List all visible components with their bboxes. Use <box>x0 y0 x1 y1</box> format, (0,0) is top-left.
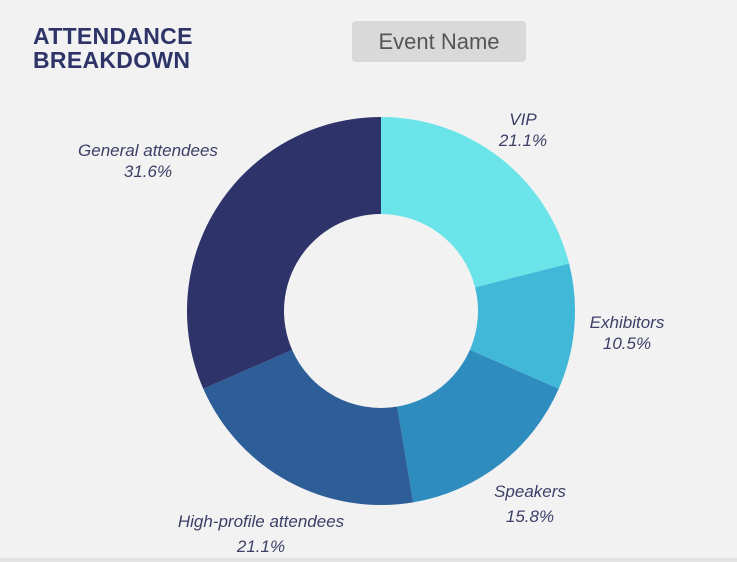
donut-slices <box>187 117 576 505</box>
slice-label-vip: VIP <box>509 110 537 129</box>
slice-label-exhibitors: Exhibitors <box>590 313 665 332</box>
slice-value-high-profile-attendees: 21.1% <box>236 537 285 556</box>
slice-value-speakers: 15.8% <box>506 507 554 526</box>
title-line-2: BREAKDOWN <box>33 47 191 73</box>
event-name-button[interactable]: Event Name <box>352 21 526 62</box>
slice-exhibitors[interactable] <box>469 263 576 389</box>
slice-value-exhibitors: 10.5% <box>603 334 651 353</box>
page-title: ATTENDANCE BREAKDOWN <box>33 24 193 72</box>
slice-high-profile-attendees[interactable] <box>203 349 414 505</box>
slice-value-general-attendees: 31.6% <box>124 162 172 181</box>
slice-label-general-attendees: General attendees <box>78 141 218 160</box>
bottom-divider <box>0 558 737 562</box>
title-line-1: ATTENDANCE <box>33 23 193 49</box>
slice-value-vip: 21.1% <box>498 131 547 150</box>
slice-label-speakers: Speakers <box>494 482 566 501</box>
slice-labels: VIP 21.1% Exhibitors 10.5% Speakers 15.8% High… <box>78 110 665 556</box>
slice-vip[interactable] <box>381 117 570 288</box>
slice-speakers[interactable] <box>397 349 559 503</box>
slice-label-high-profile-attendees: High-profile attendees <box>178 512 345 531</box>
slice-general-attendees[interactable] <box>187 117 381 389</box>
